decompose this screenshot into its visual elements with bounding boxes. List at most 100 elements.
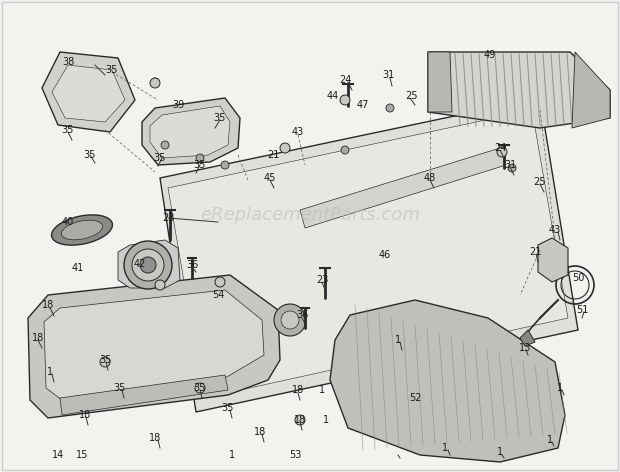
Polygon shape bbox=[538, 238, 568, 282]
Text: 18: 18 bbox=[292, 385, 304, 395]
Text: 1: 1 bbox=[229, 450, 235, 460]
Text: 42: 42 bbox=[134, 259, 146, 269]
Circle shape bbox=[132, 249, 164, 281]
Circle shape bbox=[161, 141, 169, 149]
Text: 15: 15 bbox=[76, 450, 88, 460]
Circle shape bbox=[497, 147, 507, 157]
Text: 35: 35 bbox=[99, 355, 111, 365]
Text: 18: 18 bbox=[149, 433, 161, 443]
Text: 35: 35 bbox=[222, 403, 234, 413]
Text: eReplacementParts.com: eReplacementParts.com bbox=[200, 206, 420, 224]
Circle shape bbox=[508, 164, 516, 172]
Polygon shape bbox=[160, 98, 578, 412]
Polygon shape bbox=[428, 52, 610, 128]
Circle shape bbox=[100, 357, 110, 367]
Polygon shape bbox=[42, 52, 135, 132]
Circle shape bbox=[386, 104, 394, 112]
Text: 1: 1 bbox=[395, 335, 401, 345]
Text: 35: 35 bbox=[194, 383, 206, 393]
Polygon shape bbox=[330, 300, 565, 462]
Text: 1: 1 bbox=[47, 367, 53, 377]
Text: 38: 38 bbox=[62, 57, 74, 67]
Polygon shape bbox=[60, 375, 228, 415]
Text: 31: 31 bbox=[504, 160, 516, 170]
Text: 1: 1 bbox=[497, 447, 503, 457]
Text: 18: 18 bbox=[254, 427, 266, 437]
Circle shape bbox=[155, 280, 165, 290]
Polygon shape bbox=[28, 275, 280, 418]
Circle shape bbox=[150, 78, 160, 88]
Circle shape bbox=[140, 257, 156, 273]
Polygon shape bbox=[168, 110, 568, 398]
Text: 31: 31 bbox=[382, 70, 394, 80]
Circle shape bbox=[151, 78, 159, 86]
Polygon shape bbox=[52, 65, 125, 122]
Circle shape bbox=[498, 148, 506, 156]
Circle shape bbox=[341, 96, 349, 104]
Text: 52: 52 bbox=[409, 393, 421, 403]
Circle shape bbox=[341, 146, 349, 154]
Text: 35: 35 bbox=[194, 160, 206, 170]
Polygon shape bbox=[118, 240, 180, 288]
Text: 18: 18 bbox=[79, 410, 91, 420]
Text: 1: 1 bbox=[547, 435, 553, 445]
Text: 35: 35 bbox=[214, 113, 226, 123]
Polygon shape bbox=[520, 330, 535, 346]
Text: 18: 18 bbox=[42, 300, 54, 310]
Circle shape bbox=[274, 304, 306, 336]
Polygon shape bbox=[300, 148, 506, 228]
Text: 1: 1 bbox=[323, 415, 329, 425]
Circle shape bbox=[221, 161, 229, 169]
Polygon shape bbox=[142, 98, 240, 165]
Circle shape bbox=[340, 95, 350, 105]
Polygon shape bbox=[150, 106, 230, 158]
Text: 53: 53 bbox=[289, 450, 301, 460]
Text: 18: 18 bbox=[294, 415, 306, 425]
Text: 21: 21 bbox=[529, 247, 541, 257]
Text: 24: 24 bbox=[494, 143, 506, 153]
Text: 47: 47 bbox=[357, 100, 369, 110]
Polygon shape bbox=[44, 290, 264, 400]
Text: 51: 51 bbox=[576, 305, 588, 315]
Text: 45: 45 bbox=[264, 173, 276, 183]
Circle shape bbox=[281, 144, 289, 152]
Text: 39: 39 bbox=[172, 100, 184, 110]
Polygon shape bbox=[428, 52, 452, 112]
Circle shape bbox=[280, 143, 290, 153]
Text: 46: 46 bbox=[379, 250, 391, 260]
Text: 43: 43 bbox=[292, 127, 304, 137]
Text: 24: 24 bbox=[339, 75, 351, 85]
Text: 18: 18 bbox=[32, 333, 44, 343]
Circle shape bbox=[295, 415, 305, 425]
Text: 23: 23 bbox=[162, 213, 174, 223]
Text: 54: 54 bbox=[212, 290, 224, 300]
Polygon shape bbox=[572, 52, 610, 128]
Circle shape bbox=[215, 277, 225, 287]
Text: 23: 23 bbox=[316, 275, 328, 285]
Text: 44: 44 bbox=[327, 91, 339, 101]
Text: 40: 40 bbox=[62, 217, 74, 227]
Text: 13: 13 bbox=[519, 343, 531, 353]
Circle shape bbox=[195, 383, 205, 393]
Circle shape bbox=[216, 278, 224, 286]
Text: 41: 41 bbox=[72, 263, 84, 273]
Text: 43: 43 bbox=[549, 225, 561, 235]
Ellipse shape bbox=[61, 220, 103, 240]
Text: 35: 35 bbox=[154, 153, 166, 163]
Text: 35: 35 bbox=[84, 150, 96, 160]
Text: 1: 1 bbox=[442, 443, 448, 453]
Circle shape bbox=[196, 154, 204, 162]
Text: 25: 25 bbox=[405, 91, 419, 101]
Text: 21: 21 bbox=[267, 150, 279, 160]
Text: 49: 49 bbox=[484, 50, 496, 60]
Text: 1: 1 bbox=[557, 383, 563, 393]
Circle shape bbox=[124, 241, 172, 289]
Text: 35: 35 bbox=[114, 383, 126, 393]
Text: 36: 36 bbox=[186, 260, 198, 270]
Text: 1: 1 bbox=[319, 385, 325, 395]
Text: 35: 35 bbox=[62, 125, 74, 135]
Text: 35: 35 bbox=[106, 65, 118, 75]
Text: 36: 36 bbox=[296, 310, 308, 320]
Text: 48: 48 bbox=[424, 173, 436, 183]
Text: 25: 25 bbox=[534, 177, 546, 187]
